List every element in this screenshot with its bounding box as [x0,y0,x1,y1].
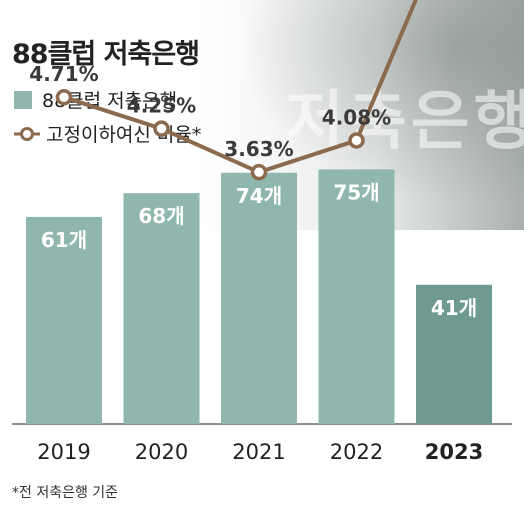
bar-label-2022: 75개 [333,180,379,204]
x-tick-label-2021: 2021 [232,440,285,464]
legend-item-bars: 88클럽 저축은행 [14,86,177,113]
line-label-2021: 3.63% [224,137,293,161]
line-label-2020: 4.25% [127,94,196,118]
bar-2019 [26,216,102,424]
bar-label-2019: 61개 [41,228,87,252]
x-tick-label-2022: 2022 [330,440,383,464]
bar-2020 [123,193,200,424]
line-point-2020 [153,120,170,137]
legend-bar-label: 88클럽 저축은행 [42,90,178,112]
line-point-2022 [348,132,365,149]
footnote: *전 저축은행 기준 [12,485,119,501]
x-tick-label-2020: 2020 [135,440,188,464]
line-point-2021 [250,163,268,181]
legend-line-icon [14,126,40,141]
watermark-text: 저축은행 [285,85,524,159]
bar-label-2020: 68개 [138,204,184,228]
bar-label-2021: 74개 [236,184,282,208]
bar-2023 [416,284,492,424]
bar-2021 [221,172,297,424]
line-label-2019: 4.71% [29,62,98,86]
bar-label-2023: 41개 [431,296,477,320]
x-tick-label-2023: 2023 [425,440,483,464]
x-tick-label-2019: 2019 [37,440,90,464]
legend-bar-swatch [14,90,32,109]
bar-2022 [318,169,395,424]
line-label-2022: 4.08% [322,105,391,129]
line-point-2019 [55,88,73,106]
chart-title: 88클럽 저축은행 [12,39,200,70]
